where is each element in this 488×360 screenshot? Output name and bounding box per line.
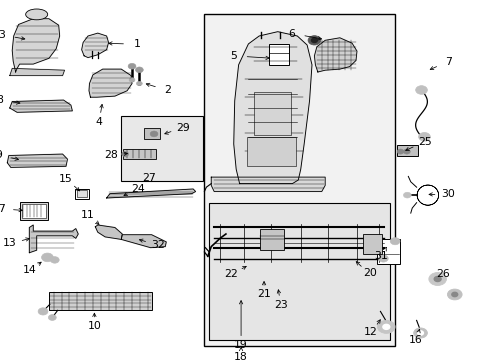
Text: 21: 21 [257,289,270,300]
Bar [204,14,394,346]
Text: 1: 1 [133,39,140,49]
Text: 25: 25 [417,138,431,147]
Text: 2: 2 [164,85,171,95]
Circle shape [377,320,394,333]
Polygon shape [12,19,60,72]
Circle shape [403,149,409,154]
Text: 30: 30 [441,189,454,199]
Circle shape [307,36,320,45]
Text: 13: 13 [2,238,16,248]
Text: 11: 11 [81,210,94,220]
Polygon shape [314,38,356,72]
Text: 23: 23 [274,300,287,310]
Circle shape [150,131,158,137]
Circle shape [135,67,143,73]
Polygon shape [233,32,311,184]
Circle shape [50,257,59,263]
Circle shape [451,292,457,297]
Text: 15: 15 [59,174,72,184]
Bar [77,190,86,197]
Text: 3: 3 [0,30,5,40]
Text: 4: 4 [95,117,102,127]
Text: 32: 32 [151,240,164,250]
Polygon shape [95,225,122,239]
Text: 14: 14 [22,265,36,275]
Circle shape [433,276,440,282]
Circle shape [48,315,56,320]
Bar [144,128,160,139]
Polygon shape [10,68,64,76]
Text: 28: 28 [103,150,117,160]
Bar [21,204,46,218]
Bar [362,234,382,254]
Bar [209,203,389,340]
Polygon shape [10,100,72,112]
Text: 31: 31 [374,251,387,261]
Text: 20: 20 [363,268,376,278]
Bar [376,239,399,264]
Bar [246,137,295,166]
Text: 22: 22 [224,269,237,279]
Bar [75,189,88,199]
Polygon shape [211,177,325,192]
Circle shape [41,253,53,262]
Circle shape [382,324,389,329]
Text: 27: 27 [142,173,156,183]
Bar [49,292,151,310]
Text: 18: 18 [234,352,247,360]
Bar [268,44,288,65]
Text: 26: 26 [436,269,449,279]
Circle shape [396,149,403,154]
Ellipse shape [26,9,48,20]
Circle shape [415,86,427,94]
Bar [396,145,417,156]
Bar [121,116,203,181]
Text: 17: 17 [0,204,7,214]
Circle shape [428,273,446,285]
Circle shape [389,238,399,245]
Text: 16: 16 [408,336,422,345]
Text: 19: 19 [234,340,247,350]
Polygon shape [29,225,78,253]
Circle shape [129,78,135,82]
Circle shape [418,132,429,141]
Text: 24: 24 [131,184,145,194]
Text: 10: 10 [87,321,101,331]
Circle shape [128,63,136,69]
Polygon shape [89,69,132,97]
Polygon shape [7,154,67,167]
Text: 8: 8 [0,95,3,105]
Circle shape [122,152,128,157]
Circle shape [447,289,461,300]
Bar [260,229,283,250]
Text: 12: 12 [363,327,377,337]
Text: 6: 6 [288,29,295,39]
Circle shape [38,308,48,315]
Circle shape [413,328,427,338]
Polygon shape [121,235,166,248]
Circle shape [417,331,423,335]
Polygon shape [81,33,108,58]
Circle shape [136,81,142,86]
Text: 7: 7 [444,57,451,67]
Text: 9: 9 [0,150,2,161]
Bar [254,92,290,135]
Circle shape [378,255,387,262]
Polygon shape [106,189,195,198]
Text: 29: 29 [176,123,190,133]
Circle shape [403,192,410,198]
Circle shape [311,38,317,42]
Bar [123,149,156,159]
Text: 5: 5 [230,51,237,61]
Bar [20,202,48,220]
